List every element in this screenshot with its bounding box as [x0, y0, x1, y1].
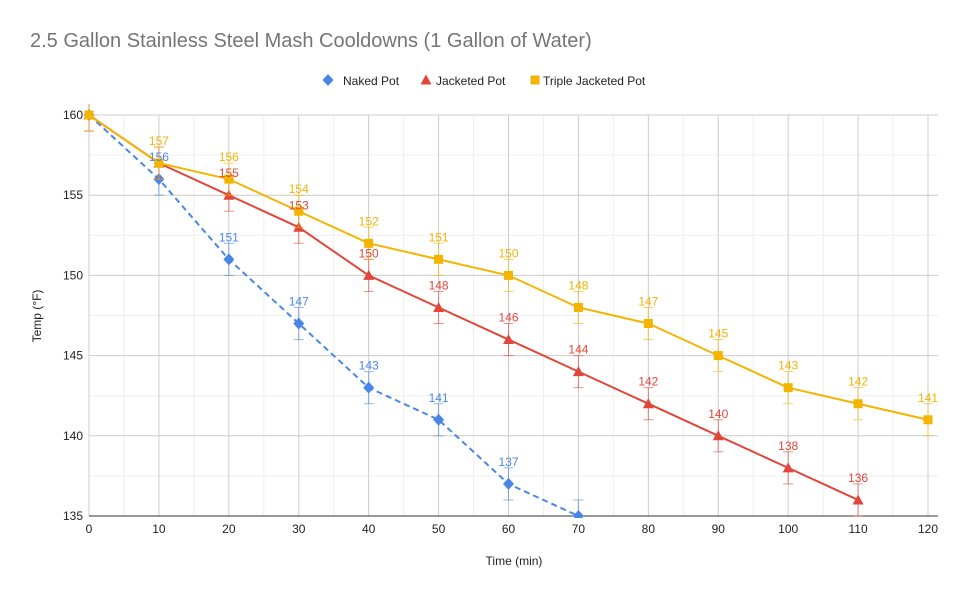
legend-label: Jacketed Pot	[436, 74, 506, 88]
y-tick-label: 160	[63, 108, 83, 122]
data-point	[712, 430, 724, 441]
legend-marker	[322, 74, 334, 86]
legend-marker	[530, 75, 540, 85]
data-label: 155	[219, 166, 239, 180]
data-label: 150	[498, 246, 518, 260]
x-tick-label: 100	[778, 522, 798, 536]
data-label: 144	[568, 343, 588, 357]
series-group	[83, 104, 933, 518]
data-label: 147	[638, 295, 658, 309]
y-axis-title: Temp (°F)	[30, 290, 44, 343]
series-line-naked-pot	[88, 114, 579, 517]
data-labels: 156 151 147 143 141 137 155 153 150 148 146 144 142 1…	[149, 134, 938, 485]
data-label: 153	[289, 198, 309, 212]
legend-item-jacketed-pot: Jacketed Pot	[420, 74, 506, 88]
data-label: 157	[149, 134, 169, 148]
data-point	[713, 351, 723, 361]
data-point	[363, 381, 375, 394]
data-label: 151	[429, 230, 449, 244]
series-jacketed-pot	[83, 104, 864, 517]
data-label: 136	[848, 471, 868, 485]
series-line-jacketed-pot	[88, 114, 859, 501]
data-point	[503, 334, 514, 345]
data-point	[853, 399, 863, 409]
axes: 0 10 20 30 40 50 60 70 80 90 100 110 120 135 140 145 150…	[63, 108, 938, 536]
data-label: 150	[359, 246, 379, 260]
x-axis-title: Time (min)	[486, 554, 543, 568]
x-tick-label: 0	[86, 522, 93, 536]
data-point	[363, 269, 375, 280]
data-point	[433, 413, 445, 426]
data-point	[434, 254, 444, 264]
data-point	[642, 398, 654, 409]
data-point	[852, 494, 864, 505]
data-label: 146	[498, 311, 518, 325]
data-point	[923, 415, 933, 425]
data-point	[364, 238, 374, 248]
data-point	[783, 383, 793, 393]
x-tick-label: 60	[502, 522, 516, 536]
data-point	[782, 462, 794, 473]
legend-label: Triple Jacketed Pot	[543, 74, 646, 88]
data-label: 143	[778, 359, 798, 373]
x-tick-label: 50	[432, 522, 446, 536]
data-label: 152	[359, 214, 379, 228]
data-label: 141	[918, 391, 938, 405]
legend: Naked Pot Jacketed Pot Triple Jacketed Pot	[322, 74, 646, 88]
x-tick-label: 10	[152, 522, 166, 536]
y-tick-label: 150	[63, 268, 83, 282]
data-point	[504, 270, 513, 280]
data-point	[433, 301, 445, 312]
data-label: 141	[429, 391, 449, 405]
data-label: 137	[498, 455, 518, 469]
data-point	[223, 253, 235, 266]
data-label: 154	[289, 182, 309, 196]
x-tick-label: 30	[292, 522, 306, 536]
data-point	[573, 302, 583, 312]
data-label: 138	[778, 439, 798, 453]
chart-title: 2.5 Gallon Stainless Steel Mash Cooldown…	[30, 30, 592, 52]
data-label: 148	[568, 278, 588, 292]
legend-marker	[420, 74, 432, 85]
data-point	[154, 158, 164, 168]
data-label: 156	[219, 150, 239, 164]
legend-item-naked-pot: Naked Pot	[322, 74, 400, 88]
legend-label: Naked Pot	[343, 74, 400, 88]
y-tick-label: 140	[63, 429, 83, 443]
x-tick-label: 110	[849, 522, 868, 536]
data-point	[572, 510, 584, 518]
x-tick-label: 80	[642, 522, 656, 536]
data-label: 148	[429, 278, 449, 292]
grid	[88, 114, 938, 517]
data-point	[572, 366, 584, 377]
data-label: 140	[708, 407, 728, 421]
data-point	[294, 206, 304, 216]
data-point	[293, 317, 305, 330]
data-point	[224, 174, 234, 184]
data-label: 156	[149, 150, 169, 164]
data-point	[503, 477, 514, 490]
x-tick-label: 40	[362, 522, 376, 536]
x-tick-label: 90	[712, 522, 726, 536]
data-label: 142	[848, 375, 868, 389]
data-label: 143	[359, 359, 379, 373]
x-tick-label: 20	[222, 522, 236, 536]
data-label: 147	[289, 295, 309, 309]
data-point	[643, 319, 653, 329]
y-tick-label: 135	[63, 509, 83, 523]
data-point	[84, 110, 94, 120]
y-tick-label: 155	[63, 188, 83, 202]
data-label: 142	[638, 375, 658, 389]
x-tick-label: 70	[572, 522, 586, 536]
data-label: 145	[708, 327, 728, 341]
series-triple-jacketed-pot	[84, 104, 933, 437]
x-tick-label: 120	[918, 522, 938, 536]
data-label: 151	[219, 230, 239, 244]
legend-item-triple-jacketed-pot: Triple Jacketed Pot	[530, 74, 646, 88]
y-tick-label: 145	[63, 349, 83, 363]
